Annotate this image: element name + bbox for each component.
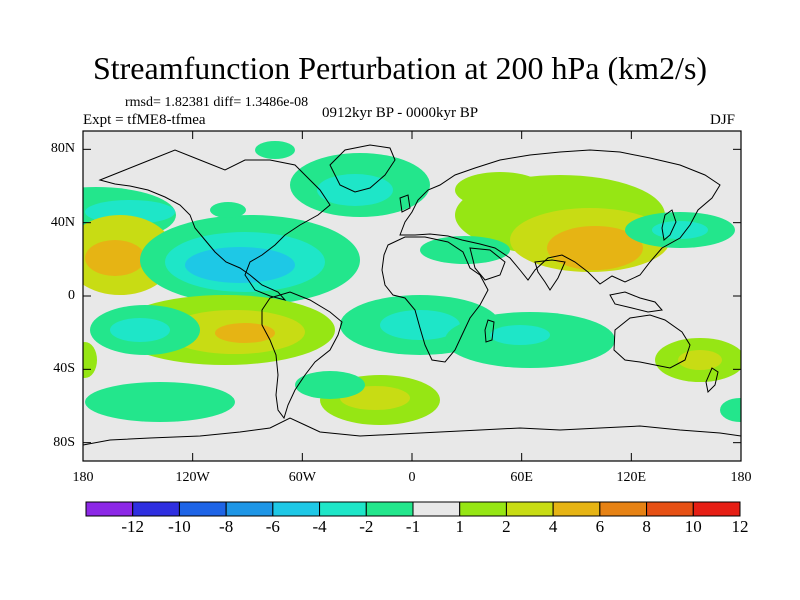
contour-region (455, 172, 545, 208)
rmsd-diff-text: rmsd= 1.82381 diff= 1.3486e-08 (125, 95, 309, 110)
colorbar-label: 6 (595, 517, 605, 536)
colorbar-swatch (132, 501, 180, 517)
contour-region (652, 221, 708, 239)
coastline-australia (613, 314, 691, 369)
lat-tick-label: 80S (53, 434, 75, 450)
colorbar-swatch (412, 501, 461, 517)
coastline-arabia (469, 247, 506, 281)
colorbar-swatch (319, 501, 367, 517)
coastline-greenland (329, 144, 396, 193)
colorbar-label: -10 (168, 517, 191, 536)
contour-region (210, 202, 246, 218)
coastline-south-america (261, 291, 343, 420)
coastline-madagascar (484, 319, 495, 343)
coastline-new-zealand (705, 367, 719, 394)
colorbar-label: 2 (502, 517, 511, 536)
lon-tick-label: 180 (730, 470, 752, 485)
contour-region (85, 382, 235, 422)
coastline-north-america (98, 149, 331, 301)
lon-tick-label: 180 (72, 470, 94, 485)
coastlines (83, 144, 741, 446)
colorbar-label: -12 (121, 517, 145, 536)
experiment-label: Expt = tfME8-tfmea (83, 112, 206, 128)
coastline-antarctica (83, 417, 741, 446)
coastline-africa (381, 236, 489, 363)
colorbar-swatch (505, 501, 554, 517)
contour-region (547, 226, 643, 270)
contour-region (678, 350, 722, 370)
figure-title: Streamfunction Perturbation at 200 hPa (… (92, 50, 708, 86)
lat-tick-label: 0 (68, 288, 75, 303)
lon-tick-label: 120W (175, 470, 210, 485)
colorbar-label: -2 (359, 517, 374, 536)
season-label: DJF (710, 112, 736, 128)
colorbar-swatch (459, 501, 507, 517)
lat-tick-label: 40N (50, 214, 75, 230)
lon-tick-label: 120E (616, 470, 647, 485)
contour-region (490, 325, 550, 345)
contour-region (295, 371, 365, 399)
lon-tick-label: 60W (288, 470, 316, 485)
colorbar-swatch (692, 501, 741, 517)
colorbar-label: 10 (684, 517, 702, 536)
colorbar-swatch (225, 501, 274, 517)
contour-region (85, 240, 145, 276)
colorbar-label: -4 (312, 517, 327, 536)
lat-tick-label: 80N (50, 141, 75, 157)
colorbar-swatch (599, 501, 648, 517)
colorbar-swatch (646, 501, 694, 517)
coastline-eurasia (399, 149, 721, 285)
colorbar-label: 12 (731, 517, 749, 536)
period-label: 0912kyr BP - 0000kyr BP (322, 105, 479, 121)
colorbar-label: 8 (642, 517, 651, 536)
colorbar-swatch (85, 501, 134, 517)
contour-region (110, 318, 170, 342)
lon-tick-label: 0 (408, 470, 416, 485)
colorbar-swatch (178, 501, 227, 517)
coastline-japan (661, 209, 677, 241)
lat-tick-label: 40S (53, 361, 75, 377)
colorbar-label: -1 (405, 517, 421, 536)
colorbar-label: -8 (219, 517, 234, 536)
contour-region (420, 236, 510, 264)
coastline-british-isles (399, 194, 411, 213)
contour-region (720, 398, 741, 422)
contour-region (215, 323, 275, 343)
contour-region (380, 310, 460, 340)
coastline-sea-islands (609, 291, 663, 313)
coastline-india (534, 259, 566, 291)
streamfunction-field (83, 141, 741, 425)
contour-region (317, 174, 393, 206)
lon-tick-label: 60E (510, 470, 533, 485)
colorbar-label: -6 (265, 517, 280, 536)
colorbar-swatch (272, 501, 321, 517)
colorbar-label: 1 (455, 517, 464, 536)
contour-region (255, 141, 295, 159)
colorbar-swatch (365, 501, 414, 517)
colorbar-swatch (552, 501, 601, 517)
contour-region (185, 247, 295, 283)
colorbar-label: 4 (548, 517, 558, 536)
axis-ticks (82, 131, 742, 461)
